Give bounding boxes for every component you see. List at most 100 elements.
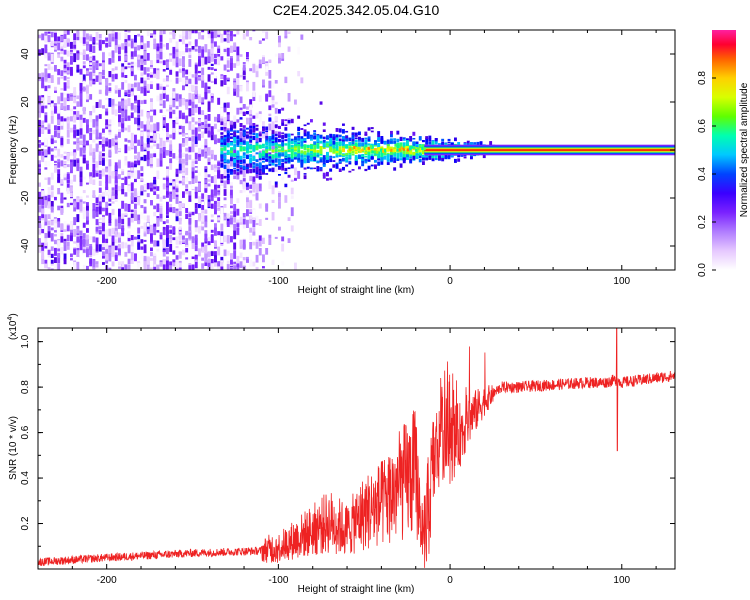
spectrogram-cell xyxy=(217,114,221,121)
spectrogram-cell xyxy=(255,174,259,179)
spectrogram-cell xyxy=(182,36,185,45)
spectrogram-cell xyxy=(223,30,227,35)
spectrogram-cell xyxy=(417,147,420,151)
spectrogram-cell xyxy=(230,217,233,225)
spectrogram-cell xyxy=(194,96,198,99)
spectrogram-cell xyxy=(79,83,83,91)
spectrogram-cell xyxy=(172,53,176,59)
spectrogram-cell xyxy=(137,33,141,37)
spectrogram-cell xyxy=(252,163,256,166)
spectrogram-cell xyxy=(204,230,208,237)
spectrogram-cell xyxy=(207,225,211,234)
spectrogram-cell xyxy=(82,176,86,180)
spectrogram-cell xyxy=(290,138,294,142)
spectrogram-cell xyxy=(156,95,160,102)
spectrogram-cell xyxy=(166,184,169,192)
spectrogram-cell xyxy=(57,53,61,58)
spectrogram-cell xyxy=(153,172,157,178)
spectrogram-cell xyxy=(54,155,57,158)
spectrogram-cell xyxy=(300,128,304,130)
spectrogram-cell xyxy=(169,154,173,157)
spectrogram-cell xyxy=(82,233,86,239)
spectrogram-cell xyxy=(402,147,406,151)
spectrogram-cell xyxy=(217,138,221,143)
spectrogram-cell xyxy=(294,143,297,148)
spectrogram-cell xyxy=(278,135,281,138)
spectrogram-cell xyxy=(418,148,422,153)
spectrogram-cell xyxy=(262,38,265,41)
spectrogram-cell xyxy=(66,70,70,74)
spectrogram-cell xyxy=(233,146,237,150)
spectrogram-cell xyxy=(367,155,371,160)
spectrogram-cell xyxy=(108,167,112,177)
spectrogram-cell xyxy=(60,208,64,215)
spectrogram-cell xyxy=(226,149,230,154)
spectrogram-cell xyxy=(278,161,281,166)
spectrogram-cell xyxy=(156,70,160,79)
spectrogram-cell xyxy=(210,219,214,222)
spectrogram-cell xyxy=(130,240,134,247)
spectrogram-cell xyxy=(66,202,70,208)
spectrogram-cell xyxy=(281,122,285,126)
spectrogram-cell xyxy=(255,127,259,131)
spectrogram-cell xyxy=(44,32,48,36)
spectrogram-cell xyxy=(406,152,409,155)
spectrogram-cell xyxy=(188,54,192,59)
spectrogram-cell xyxy=(265,69,269,76)
spectrogram-cell xyxy=(262,128,265,132)
spectrogram-cell xyxy=(70,41,73,49)
spectrogram-cell xyxy=(210,126,214,136)
spectrogram-cell xyxy=(230,215,233,220)
spectrogram-cell xyxy=(207,251,211,257)
spectrogram-cell xyxy=(95,170,99,177)
spectrogram-cell xyxy=(70,49,73,52)
spectrogram-cell xyxy=(214,261,217,267)
spectrogram-cell xyxy=(105,168,109,173)
spectrogram-cell xyxy=(252,157,256,160)
spectrogram-cell xyxy=(246,259,249,263)
spectrogram-cell xyxy=(326,159,329,163)
spectrogram-cell xyxy=(124,127,128,131)
spectrogram-cell xyxy=(70,52,73,55)
spectrogram-cell xyxy=(63,75,67,81)
spectrogram-cell xyxy=(70,162,73,171)
spectrogram-cell xyxy=(294,149,297,152)
spectrogram-cell xyxy=(172,132,176,140)
spectrogram-cell xyxy=(223,127,227,130)
spectrogram-cell xyxy=(134,197,137,203)
spectrogram-cell xyxy=(246,219,249,228)
spectrogram-cell xyxy=(268,98,272,107)
spectrogram-cell xyxy=(252,176,256,181)
spectrogram-cell xyxy=(63,245,67,251)
spectrogram-cell xyxy=(121,110,125,118)
spectrogram-y-tick-label: 20 xyxy=(20,96,31,108)
spectrogram-cell xyxy=(130,40,134,49)
spectrogram-cell xyxy=(182,172,185,177)
spectrogram-cell xyxy=(44,68,48,78)
spectrogram-cell xyxy=(380,155,384,159)
spectrogram-cell xyxy=(54,39,57,44)
spectrogram-cell xyxy=(396,130,400,135)
spectrogram-cell xyxy=(399,142,403,147)
spectrogram-cell xyxy=(159,40,163,46)
spectrogram-cell xyxy=(377,154,381,159)
spectrogram-cell xyxy=(198,147,201,155)
spectrogram-cell xyxy=(226,159,230,164)
spectrogram-cell xyxy=(118,50,121,55)
spectrogram-cell xyxy=(146,193,150,198)
spectrogram-cell xyxy=(306,131,310,136)
spectrogram-cell xyxy=(223,180,227,187)
spectrogram-cell xyxy=(447,138,451,142)
spectrogram-y-label: Frequency (Hz) xyxy=(8,116,19,185)
spectrogram-cell xyxy=(121,124,125,133)
spectrogram-cell xyxy=(182,133,185,137)
spectrogram-cell xyxy=(146,77,150,80)
spectrogram-cell xyxy=(201,212,205,222)
spectrogram-cell xyxy=(102,247,105,250)
spectrogram-cell xyxy=(89,236,93,240)
spectrogram-cell xyxy=(287,133,291,138)
spectrogram-cell xyxy=(70,116,73,122)
spectrogram-cell xyxy=(386,162,390,165)
spectrogram-cell xyxy=(150,183,153,192)
spectrogram-cell xyxy=(265,166,269,170)
